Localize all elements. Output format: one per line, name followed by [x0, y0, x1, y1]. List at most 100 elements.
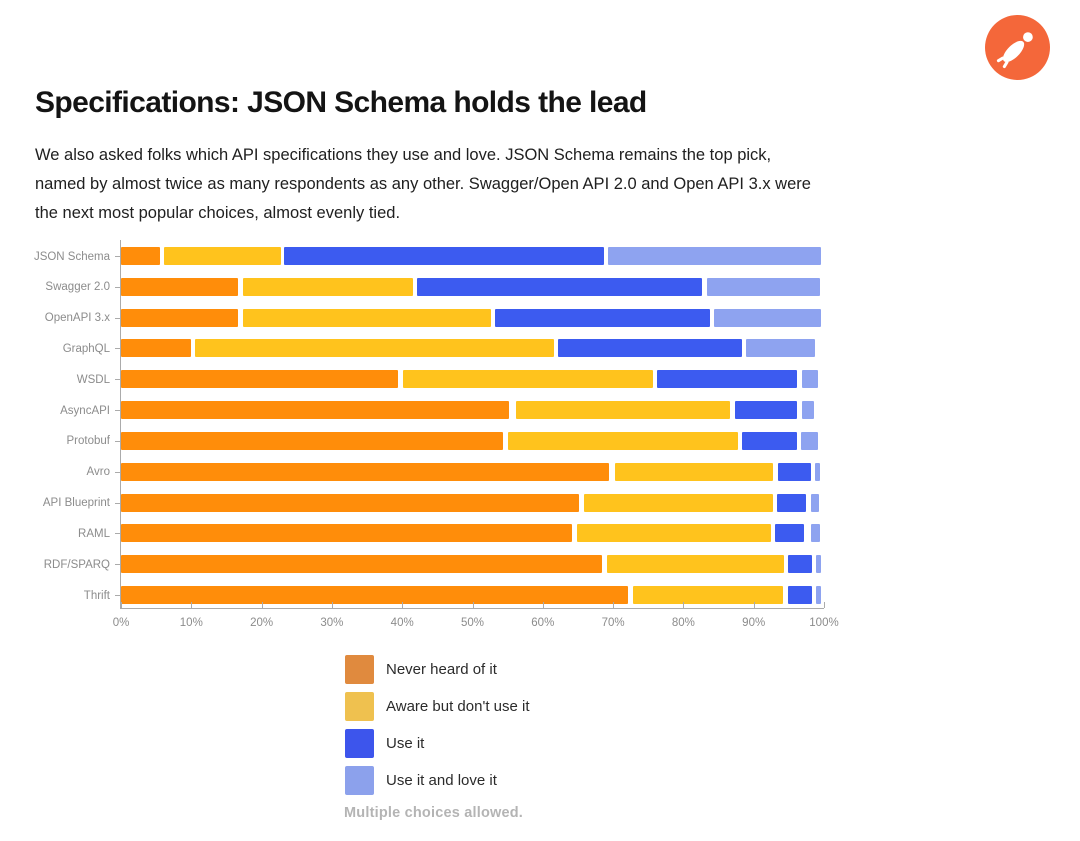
bar-segment [607, 555, 784, 574]
bar-segment [121, 308, 239, 327]
x-axis-tick [824, 602, 825, 608]
bar-segment [816, 586, 822, 605]
bar-segment [402, 370, 654, 389]
bar-row [121, 277, 824, 296]
y-axis-tick [115, 595, 121, 597]
bar-segment [801, 370, 819, 389]
y-axis-label: Avro [86, 466, 110, 479]
legend-swatch [345, 655, 374, 684]
x-axis-tick-label: 30% [320, 617, 344, 629]
x-axis-tick-label: 10% [179, 617, 203, 629]
bar-row [121, 555, 824, 574]
bar-row [121, 247, 824, 265]
bar-segment [163, 247, 281, 265]
bar-segment [706, 277, 821, 296]
bar-segment [788, 586, 813, 605]
legend-item: Use it and love it [345, 766, 530, 795]
y-axis-tick [115, 256, 121, 257]
page-title: Specifications: JSON Schema holds the le… [35, 86, 647, 120]
bar-segment [121, 493, 579, 512]
bar-segment [776, 493, 807, 512]
y-axis-tick [115, 502, 121, 504]
specifications-chart-plot-area: JSON Schema Swagger 2.0 OpenAPI 3.x GraphQL… [34, 240, 839, 629]
x-axis-tick [542, 602, 544, 608]
legend-swatch [345, 729, 374, 758]
y-axis-label: API Blueprint [42, 497, 110, 510]
chart-footnote: Multiple choices allowed. [344, 805, 524, 821]
chart-legend: Never heard of it Aware but don't use it U… [345, 655, 530, 803]
bar-row [121, 431, 824, 450]
bar-segment [577, 524, 772, 543]
bar-segment [242, 308, 491, 327]
bar-row [121, 586, 824, 605]
bar-row [121, 401, 824, 420]
x-axis-tick-label: 20% [250, 617, 274, 629]
bar-segment [810, 524, 820, 543]
bar-segment [194, 339, 555, 358]
x-axis-tick-label: 0% [112, 617, 130, 629]
bar-segment [516, 401, 731, 420]
bar-segment [810, 493, 820, 512]
y-axis-tick [115, 564, 121, 566]
bar-segment [494, 308, 711, 327]
bar-row [121, 308, 824, 327]
intro-paragraph: We also asked folks which API specificat… [35, 145, 811, 222]
bar-segment [633, 586, 784, 605]
bar-segment [416, 277, 703, 296]
bar-segment [584, 493, 773, 512]
bar-segment [242, 277, 413, 296]
bar-segment [788, 555, 813, 574]
y-axis-label: AsyncAPI [60, 404, 110, 417]
bar-segment [121, 524, 572, 543]
bar-segment [734, 401, 798, 420]
bar-row [121, 493, 824, 512]
bar-segment [745, 339, 815, 358]
legend-swatch [345, 766, 374, 795]
bar-segment [121, 277, 239, 296]
legend-label: Never heard of it [386, 661, 497, 678]
bar-segment [121, 339, 191, 358]
x-axis-tick-label: 80% [671, 617, 695, 629]
x-axis-tick-label: 50% [460, 617, 485, 629]
bar-segment [775, 524, 805, 543]
y-axis-tick [115, 286, 121, 288]
bar-segment [121, 586, 628, 605]
x-axis-tick [261, 602, 263, 608]
x-axis-tick [472, 602, 474, 608]
y-axis-label: Thrift [83, 589, 110, 602]
legend-label: Use it [386, 735, 425, 752]
y-axis-tick [115, 410, 121, 412]
bar-segment [121, 370, 398, 389]
y-axis-tick [115, 440, 121, 442]
legend-item: Aware but don't use it [345, 692, 530, 721]
legend-label: Aware but don't use it [386, 698, 530, 715]
y-axis-label: Swagger 2.0 [45, 281, 110, 294]
x-axis-tick [191, 602, 193, 608]
y-axis-tick [115, 348, 121, 350]
y-axis-tick [115, 317, 121, 319]
legend-item: Never heard of it [345, 655, 530, 684]
y-axis-tick [115, 471, 121, 473]
x-axis-tick [613, 602, 615, 608]
x-axis-tick-label: 40% [390, 617, 414, 629]
bar-segment [800, 431, 819, 450]
bar-segment [121, 462, 609, 481]
y-axis-label: RDF/SPARQ [43, 558, 110, 571]
x-axis-tick [683, 602, 685, 608]
y-axis-tick [115, 533, 121, 535]
postman-logo-icon [985, 15, 1050, 80]
x-axis-tick [753, 602, 755, 608]
bar-segment [801, 401, 815, 420]
bar-row [121, 370, 824, 389]
bar-segment [814, 462, 821, 481]
bar-row [121, 524, 824, 543]
bar-segment [816, 555, 822, 574]
x-axis-tick-label: 70% [601, 617, 625, 629]
bar-segment [508, 431, 738, 450]
bar-segment [614, 462, 774, 481]
x-axis-tick-label: 90% [742, 617, 766, 629]
bar-segment [121, 247, 160, 265]
legend-swatch [345, 692, 374, 721]
y-axis-label: Protobuf [66, 435, 110, 448]
